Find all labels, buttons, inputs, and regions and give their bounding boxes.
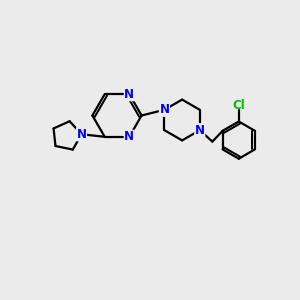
Text: N: N bbox=[159, 103, 170, 116]
Text: N: N bbox=[124, 88, 134, 101]
Text: N: N bbox=[124, 130, 134, 143]
Text: N: N bbox=[195, 124, 205, 137]
Text: Cl: Cl bbox=[232, 99, 245, 112]
Text: N: N bbox=[76, 128, 86, 141]
